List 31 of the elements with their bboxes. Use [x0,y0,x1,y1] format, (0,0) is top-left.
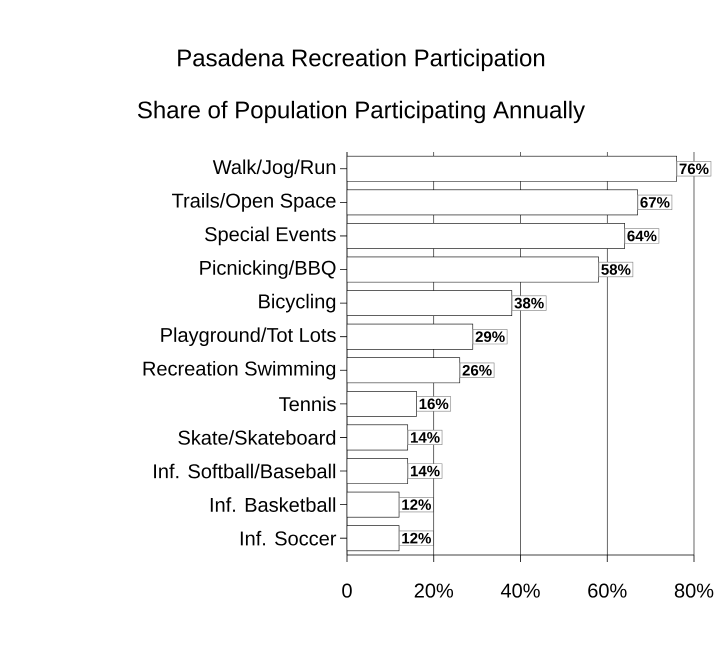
x-tick-label: 40% [500,584,540,598]
y-tick-label: Skate/Skateboard [178,430,336,445]
x-tick-label: 60% [588,584,627,598]
y-tick-label: Playground/Tot Lots [161,327,336,346]
chart-subtitle: Share of Population Participating Annually [138,100,586,124]
data-label: 16% [420,398,448,410]
data-label: 14% [410,432,440,443]
y-tick-label: Trails/Open Space [172,193,336,212]
data-label: 29% [476,331,505,342]
y-tick-label: Recreation Swimming [144,360,336,380]
data-label: 67% [640,197,670,208]
data-label: 14% [410,466,440,476]
y-tick-label: Picnicking/BBQ [200,260,336,279]
y-tick-label: Tennis [279,396,336,412]
data-label: 38% [514,298,544,308]
y-tick-label: Bicycling [259,294,336,312]
data-label: 12% [402,499,431,510]
data-label: 26% [462,364,492,376]
y-tick-label: Special Events [205,226,336,246]
x-tick-label: 20% [414,584,454,598]
y-tick-label: Inf. Soccer [240,530,336,546]
x-tick-label: 80% [674,584,714,598]
data-label: 12% [402,532,431,544]
data-label: 58% [601,264,630,275]
y-tick-label: Walk/Jog/Run [212,159,336,178]
y-tick-label: Inf. Softball/Baseball [154,464,336,478]
data-label: 76% [680,163,709,174]
data-label: 64% [627,230,657,242]
x-tick-label: 0 [342,584,352,598]
chart-title: Pasadena Recreation Participation [178,48,544,72]
y-tick-label: Inf. Basketball [210,497,336,512]
